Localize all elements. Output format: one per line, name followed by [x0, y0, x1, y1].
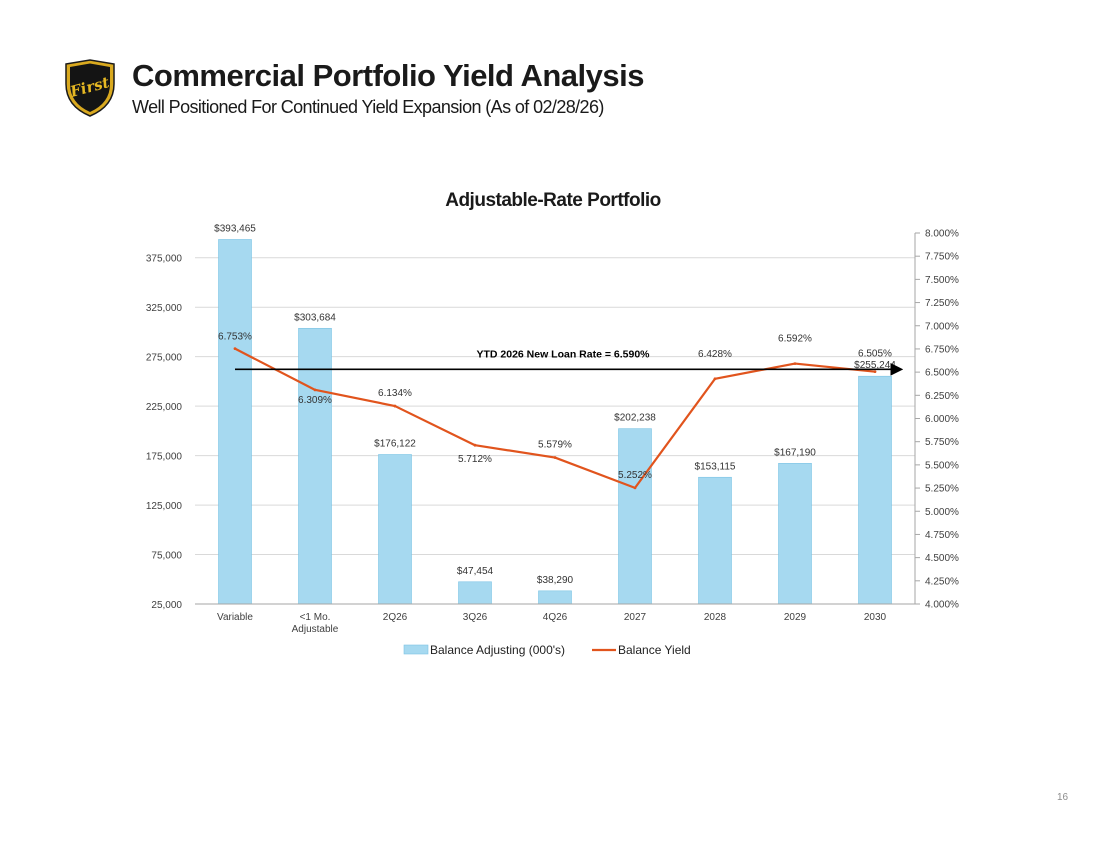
bar-value-label: $255,244 [854, 360, 896, 371]
bar-value-label: $303,684 [294, 312, 336, 323]
yield-value-label: 5.579% [538, 440, 572, 451]
bar-value-label: $153,115 [695, 461, 736, 472]
right-tick-label: 6.750% [925, 344, 959, 355]
page-title: Commercial Portfolio Yield Analysis [132, 58, 644, 93]
page-subtitle: Well Positioned For Continued Yield Expa… [132, 97, 604, 117]
x-tick-label: Variable [217, 612, 253, 623]
right-axis: 4.000% 4.250% 4.500% 4.750% 5.000% 5.250% 5.50… [914, 229, 959, 611]
left-tick-label: 225,000 [146, 402, 183, 413]
right-tick-label: 4.250% [925, 576, 959, 587]
bar-value-label: $202,238 [614, 413, 656, 424]
bar [218, 239, 252, 604]
x-tick-label: 3Q26 [463, 612, 488, 623]
yield-point [873, 370, 877, 374]
bar-value-label: $167,190 [774, 447, 816, 458]
left-tick-label: 175,000 [146, 452, 183, 463]
yield-value-label: 5.712% [458, 454, 492, 465]
bar-value-label: $47,454 [457, 566, 494, 577]
yield-point [473, 443, 477, 447]
data-labels: $393,465 $303,684 $176,122 $47,454 $38,290 $2… [214, 223, 896, 585]
chart-title: Adjustable-Rate Portfolio [445, 190, 661, 211]
x-tick-label: 2Q26 [383, 612, 408, 623]
x-axis: Variable <1 Mo. Adjustable 2Q26 3Q26 4Q26 2027… [195, 603, 915, 635]
right-tick-label: 7.500% [925, 275, 959, 286]
right-tick-label: 6.000% [925, 414, 959, 425]
bar-series [218, 239, 892, 604]
right-tick-label: 4.500% [925, 553, 959, 564]
yield-point [793, 362, 797, 365]
annotation: YTD 2026 New Loan Rate = 6.590% [235, 348, 904, 376]
bar [698, 476, 732, 604]
bar [778, 463, 812, 604]
yield-point [393, 404, 397, 408]
right-tick-label: 7.000% [925, 321, 959, 332]
bar [858, 375, 892, 604]
page-number: 16 [1057, 792, 1069, 803]
yield-value-label: 6.134% [378, 388, 412, 399]
bar [298, 327, 332, 604]
left-tick-label: 375,000 [146, 254, 183, 265]
yield-value-label: 6.753% [218, 332, 252, 343]
legend-bar-label: Balance Adjusting (000's) [430, 643, 565, 657]
left-tick-label: 275,000 [146, 353, 183, 364]
bar [458, 581, 492, 604]
bar-value-label: $38,290 [537, 575, 574, 586]
right-tick-label: 6.250% [925, 391, 959, 402]
bar-value-label: $176,122 [374, 438, 416, 449]
yield-point [633, 486, 637, 490]
right-tick-label: 4.000% [925, 600, 959, 611]
yield-point [713, 377, 717, 381]
x-tick-label: 2030 [864, 612, 887, 623]
x-tick-label: <1 Mo. Adjustable [292, 612, 339, 635]
right-tick-label: 6.500% [925, 368, 959, 379]
bars [218, 239, 892, 604]
legend-bar-swatch [403, 644, 429, 655]
right-tick-label: 8.000% [925, 229, 959, 240]
right-tick-label: 5.000% [925, 507, 959, 518]
yield-value-label: 5.252% [618, 470, 652, 481]
yield-point [553, 456, 557, 459]
x-tick-label: 2029 [784, 612, 807, 623]
right-tick-label: 7.750% [925, 252, 959, 263]
right-tick-label: 5.750% [925, 437, 959, 448]
left-tick-label: 25,000 [151, 600, 182, 611]
ytd-rate-label: YTD 2026 New Loan Rate = 6.590% [476, 348, 650, 360]
yield-point [313, 388, 317, 392]
right-tick-label: 7.250% [925, 298, 959, 309]
left-tick-label: 75,000 [151, 551, 182, 562]
right-tick-label: 4.750% [925, 530, 959, 541]
bar [538, 590, 572, 604]
x-tick-label: 4Q26 [543, 612, 568, 623]
right-tick-label: 5.500% [925, 460, 959, 471]
left-tick-label: 325,000 [146, 303, 183, 314]
bar [378, 454, 412, 604]
right-tick-label: 5.250% [925, 484, 959, 495]
x-tick-label: 2028 [704, 612, 727, 623]
left-axis: 25,000 75,000 125,000 175,000 225,000 275,000… [146, 254, 183, 611]
company-logo: First [65, 59, 115, 117]
legend-line-label: Balance Yield [618, 643, 691, 657]
bar [618, 428, 652, 604]
yield-value-label: 6.505% [858, 349, 892, 360]
yield-value-label: 6.592% [778, 334, 812, 345]
legend: Balance Adjusting (000's) Balance Yield [403, 643, 691, 657]
x-tick-label: 2027 [624, 612, 647, 623]
yield-value-label: 6.309% [298, 395, 332, 406]
left-tick-label: 125,000 [146, 501, 183, 512]
yield-value-label: 6.428% [698, 349, 732, 360]
yield-point [233, 347, 237, 351]
bar-value-label: $393,465 [214, 223, 256, 234]
